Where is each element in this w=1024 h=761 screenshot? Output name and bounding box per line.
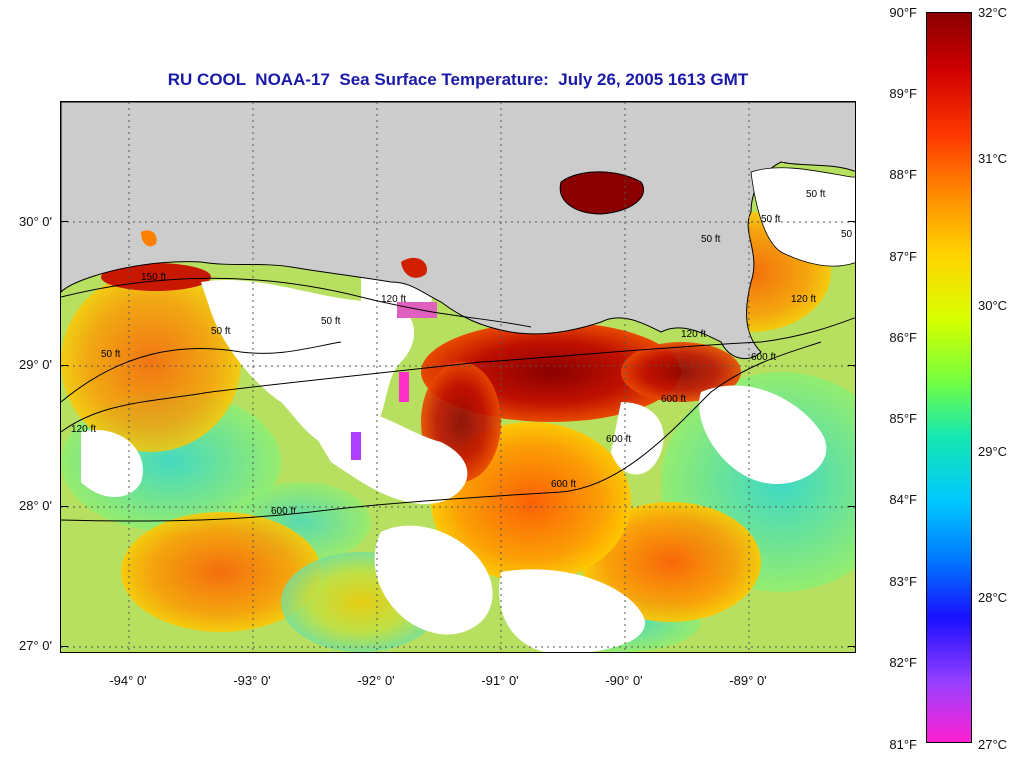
page-title: RU COOL NOAA-17 Sea Surface Temperature:… — [167, 70, 749, 89]
contour-label: 50 ft — [101, 349, 121, 360]
colorbar-c-label: 30°C — [978, 298, 1008, 313]
colorbar-f-label: 84°F — [889, 492, 917, 507]
contour-label: 50 ft — [761, 214, 781, 225]
bathymetry-contours — [61, 277, 855, 522]
lat-label-28: 28° 0' — [19, 498, 52, 513]
contour-label: 600 ft — [661, 394, 686, 405]
graticule — [61, 102, 855, 652]
colorbar-c-label: 28°C — [978, 590, 1008, 605]
lake-pontchartrain — [559, 171, 644, 215]
colorbar-c-label: 32°C — [978, 5, 1008, 20]
colorbar-f-label: 88°F — [889, 167, 917, 182]
warm-water-patch — [581, 502, 761, 622]
contour-label: 120 ft — [71, 424, 96, 435]
contour-label: 600 ft — [271, 506, 296, 517]
sst-map: 150 ft 50 ft 50 ft 50 ft 120 ft 120 ft 600 ft 6… — [60, 101, 856, 653]
colorbar-c-label: 27°C — [978, 737, 1008, 752]
lat-label-30: 30° 0' — [19, 214, 52, 229]
lon-label-90: -90° 0' — [605, 673, 643, 688]
contour-label: 600 ft — [551, 479, 576, 490]
contour-label: 50 ft — [806, 189, 826, 200]
contour-120ft — [61, 317, 855, 433]
delta-region — [750, 167, 855, 267]
cloud-mask — [301, 406, 468, 504]
colorbar-f-label: 90°F — [889, 5, 917, 20]
contour-label: 120 ft — [681, 329, 706, 340]
colorbar-c-label: 29°C — [978, 444, 1008, 459]
lat-tick — [60, 506, 68, 507]
contour-inner — [61, 341, 342, 403]
cloud-mask — [499, 569, 645, 652]
lat-tick — [60, 365, 68, 366]
lat-tick — [848, 365, 856, 366]
cold-pixel-cluster — [399, 372, 409, 402]
cold-pixel-cluster — [351, 432, 361, 460]
lat-label-27: 27° 0' — [19, 638, 52, 653]
warm-water-patch — [121, 512, 321, 632]
colorbar-f-label: 86°F — [889, 330, 917, 345]
colorbar-c-label: 31°C — [978, 151, 1008, 166]
cloud-mask — [81, 430, 143, 497]
lat-tick — [60, 646, 68, 647]
lon-label-94: -94° 0' — [109, 673, 147, 688]
lat-tick — [848, 221, 856, 222]
colorbar-f-label: 85°F — [889, 411, 917, 426]
contour-label: 600 ft — [751, 352, 776, 363]
colorbar-f-label: 82°F — [889, 655, 917, 670]
lon-label-92: -92° 0' — [357, 673, 395, 688]
contour-label: 150 ft — [141, 272, 166, 283]
coastal-lake — [401, 257, 427, 278]
lat-tick — [848, 506, 856, 507]
contour-label: 50 ft — [701, 234, 721, 245]
contour-label: 120 ft — [791, 294, 816, 305]
contour-label: 50 ft — [211, 326, 231, 337]
hot-water-core — [621, 342, 741, 402]
contour-label: 50 ft — [321, 316, 341, 327]
coastal-lake — [141, 230, 157, 247]
colorbar-f-label: 81°F — [889, 737, 917, 752]
colorbar-f-label: 83°F — [889, 574, 917, 589]
contour-50ft — [61, 277, 532, 328]
lon-label-93: -93° 0' — [233, 673, 271, 688]
cloud-mask — [201, 279, 415, 448]
land-mass — [61, 102, 855, 360]
cold-pixel-cluster — [397, 302, 437, 318]
cloud-mask — [374, 525, 493, 635]
lat-label-29: 29° 0' — [19, 357, 52, 372]
cloud-mask — [611, 402, 664, 475]
contour-600ft — [61, 341, 822, 522]
colorbar-f-label: 87°F — [889, 249, 917, 264]
lat-tick — [848, 646, 856, 647]
sst-map-canvas: 150 ft 50 ft 50 ft 50 ft 120 ft 120 ft 600 ft 6… — [61, 102, 856, 652]
contour-label: 50 ft — [841, 229, 856, 240]
contour-label: 600 ft — [606, 434, 631, 445]
cloud-mask — [699, 385, 827, 484]
lon-label-89: -89° 0' — [729, 673, 767, 688]
colorbar-f-label: 89°F — [889, 86, 917, 101]
lon-label-91: -91° 0' — [481, 673, 519, 688]
contour-label: 120 ft — [381, 294, 406, 305]
lat-tick — [60, 221, 68, 222]
warm-water-patch — [61, 272, 241, 452]
temperature-colorbar — [926, 12, 972, 743]
